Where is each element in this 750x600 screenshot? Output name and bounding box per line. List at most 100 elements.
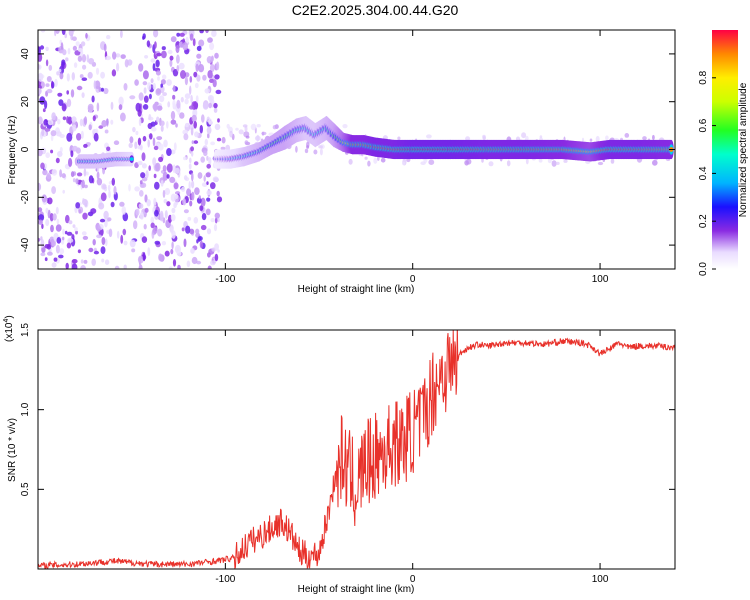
x-tick-label: 0 (410, 274, 416, 285)
noise-speck (226, 123, 230, 129)
noise-speck (196, 53, 202, 59)
noise-speck (108, 190, 111, 199)
noise-speck (129, 136, 134, 144)
noise-speck (51, 186, 56, 195)
noise-speck (93, 80, 97, 90)
noise-speck (214, 253, 219, 262)
noise-speck (83, 184, 88, 189)
noise-speck (55, 206, 59, 215)
noise-speck (103, 43, 107, 52)
noise-speck (208, 157, 212, 165)
noise-speck (199, 30, 204, 34)
noise-speck (191, 114, 197, 122)
noise-speck (120, 30, 123, 39)
noise-speck (147, 82, 152, 91)
noise-speck (58, 99, 64, 106)
noise-speck (51, 80, 54, 89)
noise-speck (81, 77, 88, 81)
noise-speck (124, 59, 129, 68)
y-tick-label: 0.5 (20, 482, 31, 496)
noise-speck (313, 149, 318, 155)
noise-speck (154, 209, 159, 217)
noise-speck (137, 255, 144, 264)
noise-speck (78, 209, 82, 214)
colorbar: 0.0 0.2 0.4 0.6 0.8 Normalized spectral ampl… (698, 30, 749, 276)
noise-speck (170, 248, 174, 255)
noise-speck (120, 112, 126, 122)
noise-speck (151, 127, 157, 132)
noise-speck (44, 127, 51, 132)
snr-series-line (38, 330, 675, 569)
noise-speck (181, 227, 185, 232)
noise-speck (154, 41, 157, 49)
noise-speck (55, 224, 62, 232)
noise-speck (211, 30, 217, 37)
noise-speck (184, 76, 188, 86)
noise-speck (48, 64, 53, 71)
noise-speck (201, 182, 208, 188)
noise-speck (164, 187, 171, 196)
x-tick-label: -100 (215, 274, 235, 285)
noise-speck (202, 102, 209, 110)
noise-speck (164, 250, 170, 257)
colorbar-tick-label: 0.4 (698, 166, 709, 180)
noise-speck (207, 95, 214, 102)
noise-speck (189, 33, 194, 41)
noise-speck (88, 58, 95, 65)
noise-speck (131, 248, 136, 253)
noise-speck (161, 50, 167, 59)
noise-speck (59, 169, 62, 178)
noise-speck (141, 152, 146, 162)
noise-speck (221, 136, 226, 144)
colorbar-tick-label: 0.8 (698, 70, 709, 84)
noise-speck (192, 38, 196, 47)
noise-speck (57, 92, 63, 97)
noise-speck (206, 163, 211, 169)
snr-panel: -100 0 100 0.5 1.0 1.5 Height of straight lin… (3, 315, 676, 595)
noise-speck (112, 51, 117, 60)
noise-speck (45, 59, 49, 67)
noise-speck (83, 168, 87, 177)
noise-speck (176, 54, 180, 64)
noise-speck (66, 90, 69, 95)
y-tick-label: -20 (20, 190, 31, 205)
noise-speck (47, 251, 53, 256)
noise-speck (182, 198, 187, 206)
noise-speck (163, 139, 168, 148)
noise-speck (150, 58, 156, 63)
noise-speck (157, 228, 163, 237)
noise-speck (214, 243, 220, 251)
noise-speck (158, 253, 163, 262)
noise-speck (208, 102, 212, 109)
noise-speck (184, 93, 191, 99)
noise-speck (38, 207, 43, 213)
noise-speck (99, 218, 106, 223)
noise-speck (134, 141, 138, 150)
noise-speck (149, 133, 153, 140)
noise-speck (54, 78, 58, 88)
noise-speck (162, 189, 166, 198)
noise-speck (208, 118, 213, 125)
noise-speck (229, 130, 234, 138)
noise-speck (190, 94, 193, 104)
noise-speck (193, 217, 199, 224)
noise-speck (589, 138, 593, 142)
noise-speck (79, 74, 84, 79)
noise-speck (152, 103, 158, 111)
noise-speck (174, 167, 180, 174)
noise-speck (44, 244, 50, 249)
noise-speck (170, 214, 176, 222)
noise-speck (62, 236, 65, 241)
noise-speck (56, 218, 60, 225)
noise-speck (38, 237, 41, 242)
noise-speck (50, 149, 54, 154)
noise-speck (304, 148, 309, 154)
noise-speck (205, 172, 211, 178)
colorbar-ticks: 0.0 0.2 0.4 0.6 0.8 (698, 70, 716, 276)
noise-speck (217, 249, 220, 253)
noise-speck (189, 200, 193, 207)
noise-speck (129, 95, 136, 100)
noise-speck (214, 52, 219, 59)
noise-speck (175, 44, 180, 54)
noise-speck (183, 156, 187, 161)
